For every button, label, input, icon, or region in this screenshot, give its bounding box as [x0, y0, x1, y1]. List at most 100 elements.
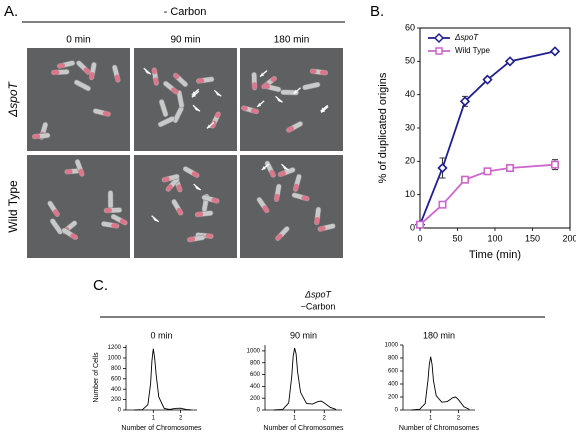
y-axis-label: % of duplicated origins — [377, 72, 389, 183]
cell-focus — [166, 184, 173, 192]
arrowhead — [152, 217, 159, 222]
cell-body — [302, 81, 321, 91]
marker — [459, 96, 471, 107]
cell — [186, 234, 206, 243]
cell-focus — [57, 63, 66, 69]
chart-title: 90 min — [290, 330, 317, 340]
cell — [163, 80, 179, 95]
cell — [241, 105, 260, 115]
micrograph-bg — [134, 155, 237, 258]
cell-focus — [269, 169, 276, 178]
cell — [171, 198, 184, 216]
legend-label: Wild Type — [455, 46, 491, 55]
marker — [483, 167, 492, 176]
y-tick-label: 0 — [410, 222, 415, 232]
cell-focus — [314, 216, 320, 225]
panel-label: A. — [4, 3, 18, 20]
cell-focus — [171, 87, 178, 94]
cell-focus — [176, 184, 183, 192]
cell — [151, 67, 160, 86]
panel-label: C. — [93, 277, 108, 294]
cell-focus — [195, 211, 204, 217]
y-tick-label: 1000 — [247, 348, 261, 354]
y-tick-label: 800 — [388, 356, 399, 362]
series-line — [419, 50, 556, 225]
arrowhead — [293, 89, 298, 94]
x-tick-label: 0 — [417, 233, 422, 243]
cell-body — [158, 99, 169, 117]
cell — [165, 176, 180, 192]
x-tick-label: 1 — [293, 416, 297, 422]
arrow — [193, 183, 202, 191]
y-tick-label: 10 — [405, 189, 415, 199]
cell-focus — [196, 78, 205, 84]
cell-focus — [210, 120, 217, 128]
micrograph — [240, 48, 343, 151]
y-tick-label: 50 — [405, 56, 415, 66]
y-tick-label: 20 — [405, 156, 415, 166]
x-axis-label: Number of Chromosomes — [399, 425, 480, 432]
cell — [275, 226, 290, 242]
cell-focus — [111, 223, 119, 229]
row-label: ΔspoT — [6, 80, 20, 117]
plot-frame — [419, 27, 571, 229]
y-tick-label: 400 — [111, 387, 122, 393]
cell-focus — [53, 209, 60, 217]
x-tick-label: 150 — [525, 233, 540, 243]
x-axis-label: Time (min) — [469, 249, 521, 261]
cell-focus — [70, 233, 78, 240]
cell — [292, 173, 302, 192]
cell-focus — [310, 68, 317, 74]
cell — [263, 83, 282, 93]
arrowhead — [257, 102, 262, 107]
cell — [196, 76, 215, 84]
cell-focus — [104, 208, 112, 213]
cell-focus — [65, 169, 73, 175]
arrowhead — [215, 92, 222, 97]
cell — [273, 183, 282, 203]
arrowhead — [193, 107, 200, 112]
column-label: 0 min — [66, 35, 90, 46]
arrowhead — [276, 98, 283, 103]
cell — [51, 69, 70, 76]
y-tick-label: 1000 — [108, 356, 122, 362]
micrograph — [27, 155, 130, 258]
chart-title: 0 min — [150, 330, 172, 340]
series-line — [273, 347, 337, 411]
arrowhead — [321, 108, 326, 113]
cell-focus — [114, 74, 121, 83]
y-tick-label: 400 — [250, 384, 261, 390]
cell-focus — [32, 133, 41, 139]
cell — [103, 207, 123, 214]
cell — [172, 72, 188, 88]
cell — [88, 61, 97, 81]
cell-focus — [83, 67, 91, 75]
cell — [277, 167, 296, 178]
x-tick-label: 2 — [179, 416, 183, 422]
cell — [111, 64, 121, 83]
marker — [550, 160, 559, 169]
cell — [157, 116, 176, 128]
x-tick-label: 200 — [562, 233, 576, 243]
cell-focus — [252, 82, 257, 90]
arrow — [281, 163, 289, 171]
cell — [110, 213, 128, 226]
micrograph — [240, 155, 343, 258]
y-tick-label: 1200 — [108, 345, 122, 351]
series-line — [411, 356, 470, 411]
cell-focus — [318, 226, 326, 232]
y-tick-label: 1000 — [385, 343, 399, 349]
arrow — [192, 104, 201, 112]
cell — [286, 121, 304, 133]
marker — [438, 200, 447, 209]
cell-focus — [241, 105, 248, 111]
cell-focus — [191, 171, 199, 178]
cell-focus — [153, 77, 159, 86]
y-axis-label: Number of Cells — [93, 352, 100, 403]
marker — [437, 162, 448, 174]
cell-focus — [215, 112, 221, 118]
marker — [504, 56, 516, 67]
legend-label: ΔspoT — [454, 33, 479, 42]
cell — [194, 210, 214, 218]
cell — [107, 190, 114, 209]
